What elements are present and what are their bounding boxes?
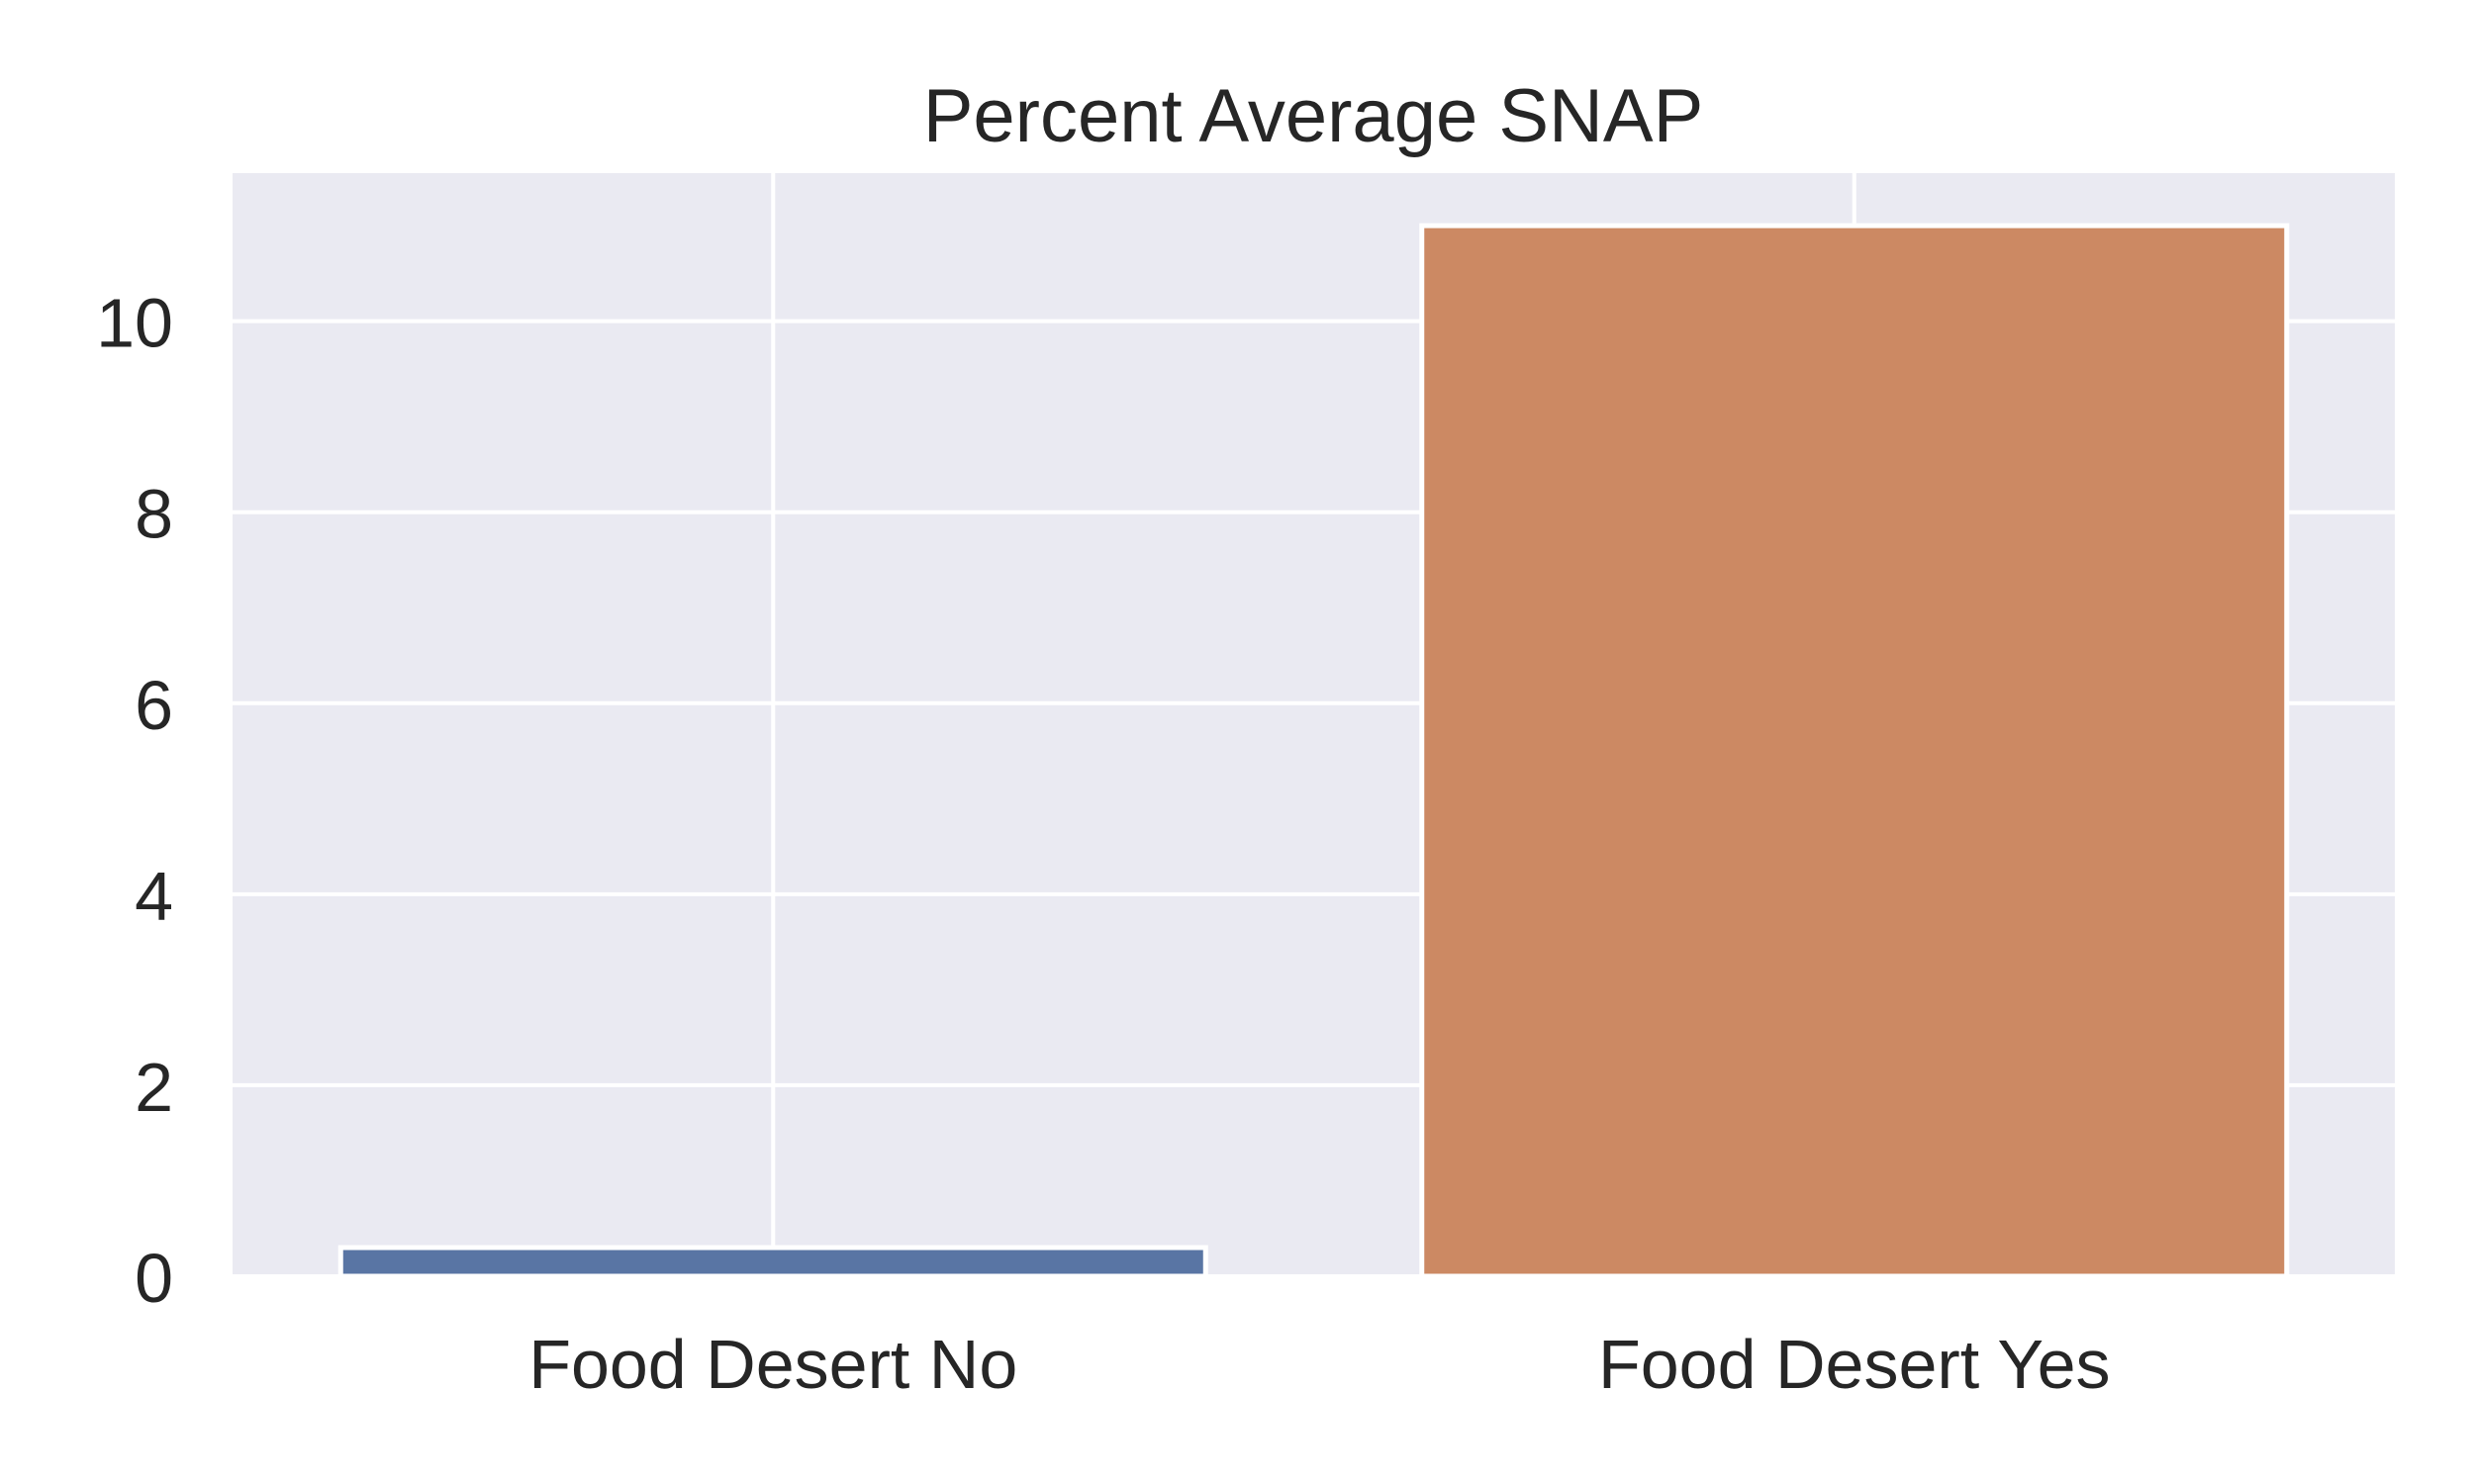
y-tick-label: 2 — [135, 1049, 173, 1126]
bars — [337, 223, 2290, 1279]
x-tick-labels: Food Desert No Food Desert Yes — [528, 1326, 2110, 1403]
y-tick-label: 8 — [135, 476, 173, 553]
y-tick-label: 0 — [135, 1240, 173, 1317]
x-tick-label: Food Desert No — [528, 1326, 1017, 1403]
y-tick-label: 4 — [135, 858, 173, 935]
chart-title: Percent Average SNAP — [923, 74, 1704, 158]
y-tick-labels: 0 2 4 6 8 10 — [96, 285, 173, 1317]
y-tick-label: 6 — [135, 667, 173, 744]
y-tick-label: 10 — [96, 285, 173, 362]
x-tick-label: Food Desert Yes — [1598, 1326, 2111, 1403]
bar-food-desert-no — [337, 1245, 1208, 1279]
bar-food-desert-yes — [1419, 223, 2290, 1279]
